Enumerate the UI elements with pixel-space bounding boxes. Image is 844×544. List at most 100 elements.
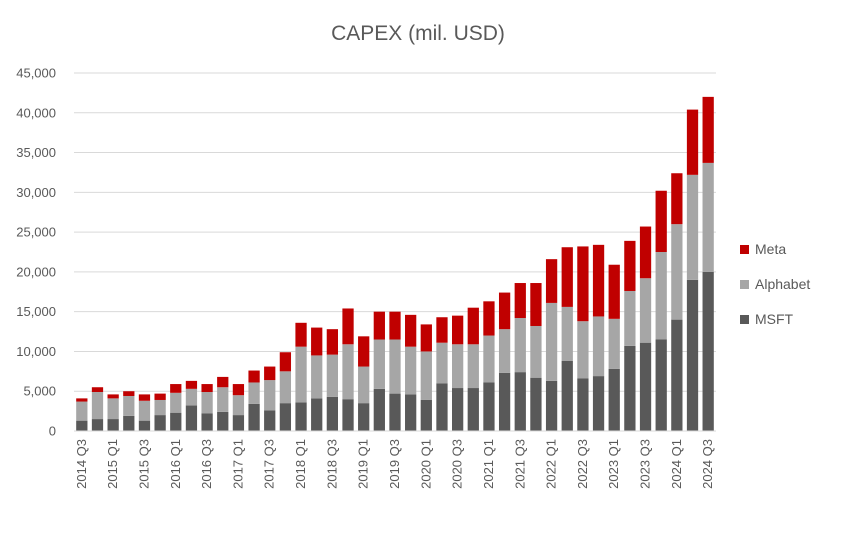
bar-meta-2024-q2 — [686, 109, 699, 175]
bar-meta-2021-q4 — [530, 283, 542, 326]
bar-msft-2018-q1 — [295, 402, 307, 431]
bar-alphabet-2022-q3 — [577, 321, 589, 379]
y-tick-label: 0 — [49, 424, 56, 439]
bar-meta-2022-q1 — [545, 259, 558, 303]
bar-meta-2019-q4 — [405, 314, 417, 347]
x-tick-label: 2017 Q1 — [230, 439, 245, 489]
x-tick-label: 2019 Q1 — [356, 439, 371, 489]
bar-alphabet-2022-q2 — [561, 306, 573, 361]
x-tick-label: 2015 Q1 — [105, 439, 120, 489]
bar-msft-2022-q2 — [561, 360, 573, 431]
y-tick-label: 25,000 — [16, 225, 56, 240]
y-tick-label: 20,000 — [16, 264, 56, 279]
bar-meta-2015-q2 — [123, 391, 135, 396]
bar-msft-2024-q1 — [671, 319, 683, 431]
bar-alphabet-2016-q3 — [201, 392, 213, 414]
x-tick-label: 2015 Q3 — [136, 439, 151, 489]
bar-meta-2022-q3 — [577, 246, 589, 322]
bar-meta-2023-q4 — [655, 190, 667, 252]
bar-msft-2023-q1 — [608, 368, 620, 431]
bar-alphabet-2022-q1 — [545, 302, 558, 381]
bar-alphabet-2020-q1 — [420, 351, 432, 400]
legend-label-alphabet: Alphabet — [755, 276, 810, 292]
bar-alphabet-2021-q2 — [498, 329, 511, 373]
bar-alphabet-2018-q4 — [342, 344, 354, 400]
bar-msft-2024-q2 — [686, 279, 699, 431]
bar-msft-2018-q2 — [311, 398, 323, 431]
x-tick-label: 2024 Q3 — [700, 439, 715, 489]
bar-alphabet-2017-q2 — [248, 382, 260, 404]
bar-alphabet-2021-q3 — [514, 318, 526, 373]
bar-meta-2020-q3 — [452, 315, 464, 345]
y-tick-label: 40,000 — [16, 105, 56, 120]
bar-alphabet-2022-q4 — [592, 316, 605, 377]
x-tick-label: 2018 Q3 — [324, 439, 339, 489]
bar-alphabet-2014-q4 — [91, 392, 104, 420]
bar-msft-2024-q3 — [702, 271, 714, 431]
bar-msft-2021-q4 — [530, 377, 542, 431]
bar-msft-2015-q2 — [123, 415, 135, 431]
bar-alphabet-2020-q3 — [452, 344, 464, 389]
bar-msft-2016-q3 — [201, 413, 213, 431]
bar-alphabet-2024-q2 — [686, 174, 699, 280]
y-tick-label: 45,000 — [16, 66, 56, 81]
bar-meta-2024-q1 — [671, 173, 683, 225]
bar-meta-2016-q2 — [185, 380, 198, 389]
x-tick-label: 2017 Q3 — [262, 439, 277, 489]
bar-alphabet-2021-q1 — [483, 335, 495, 383]
bar-msft-2018-q4 — [342, 399, 354, 431]
bar-msft-2023-q3 — [639, 342, 652, 431]
bar-meta-2018-q3 — [326, 329, 338, 355]
legend-label-msft: MSFT — [755, 311, 794, 327]
x-tick-label: 2023 Q1 — [606, 439, 621, 489]
bar-meta-2017-q1 — [232, 384, 245, 396]
x-axis-tick-labels: 2014 Q3 2015 Q1 2015 Q3 2016 Q1 2016 Q3 2017 … — [74, 439, 715, 489]
bar-msft-2015-q4 — [154, 415, 166, 431]
bar-meta-2020-q1 — [420, 324, 432, 352]
bar-msft-2017-q4 — [279, 403, 292, 431]
bar-meta-2015-q4 — [154, 393, 166, 400]
bar-msft-2019-q3 — [389, 393, 401, 431]
bar-meta-2017-q2 — [248, 370, 260, 383]
bar-alphabet-2017-q1 — [232, 395, 245, 416]
bar-msft-2016-q1 — [170, 412, 182, 431]
bar-alphabet-2016-q4 — [217, 387, 229, 412]
x-tick-label: 2016 Q1 — [168, 439, 183, 489]
bar-alphabet-2019-q2 — [373, 339, 385, 389]
bar-alphabet-2018-q2 — [311, 355, 323, 399]
bar-meta-2018-q4 — [342, 308, 354, 345]
bar-msft-2022-q3 — [577, 378, 589, 431]
bar-meta-2014-q4 — [91, 387, 104, 393]
legend-swatch-alphabet — [740, 280, 749, 289]
bar-alphabet-2021-q4 — [530, 325, 542, 378]
bar-msft-2020-q3 — [452, 388, 464, 431]
bar-meta-2020-q2 — [436, 317, 448, 343]
bar-alphabet-2017-q4 — [279, 371, 292, 404]
bar-alphabet-2023-q4 — [655, 252, 667, 340]
bar-alphabet-2019-q4 — [405, 346, 417, 395]
bar-meta-2020-q4 — [467, 307, 479, 345]
bar-meta-2019-q1 — [358, 336, 370, 367]
legend-swatch-msft — [740, 315, 749, 324]
bar-meta-2022-q4 — [592, 244, 605, 317]
bar-msft-2022-q1 — [545, 380, 558, 431]
bar-msft-2020-q2 — [436, 383, 448, 431]
bar-alphabet-2015-q2 — [123, 396, 135, 416]
y-tick-label: 5,000 — [23, 384, 56, 399]
bar-msft-2020-q1 — [420, 399, 432, 431]
bar-alphabet-2023-q3 — [639, 278, 652, 343]
x-tick-label: 2014 Q3 — [74, 439, 89, 489]
bar-meta-2017-q3 — [264, 366, 276, 381]
bar-msft-2015-q1 — [107, 419, 119, 431]
bar-meta-2021-q1 — [483, 301, 495, 336]
bar-alphabet-2016-q2 — [185, 388, 198, 406]
bar-msft-2017-q1 — [232, 415, 245, 431]
bar-msft-2023-q2 — [624, 345, 636, 431]
x-tick-label: 2022 Q1 — [544, 439, 559, 489]
x-tick-label: 2020 Q1 — [418, 439, 433, 489]
x-tick-label: 2020 Q3 — [450, 439, 465, 489]
y-tick-label: 30,000 — [16, 185, 56, 200]
bar-meta-2023-q3 — [639, 226, 652, 279]
bar-msft-2020-q4 — [467, 388, 479, 431]
